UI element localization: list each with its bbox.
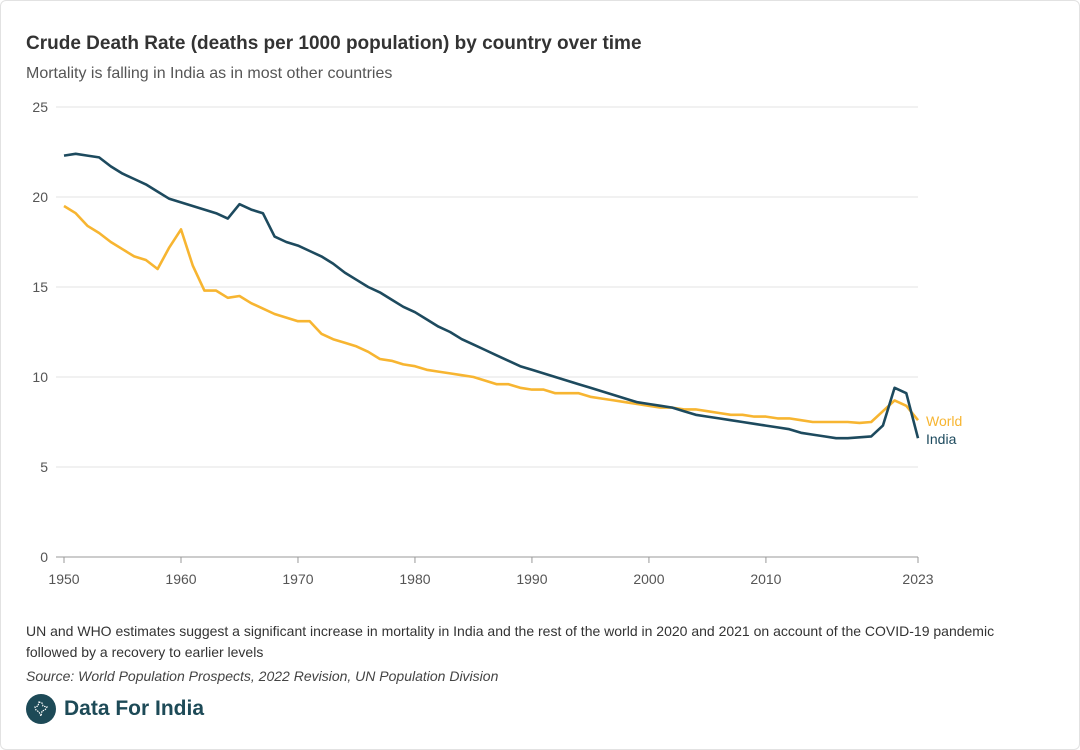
brand-name: Data For India bbox=[64, 697, 205, 720]
series-line-india bbox=[63, 152, 920, 440]
x-tick-label: 1980 bbox=[399, 571, 430, 587]
x-tick-label: 2010 bbox=[750, 571, 781, 587]
y-tick-label: 0 bbox=[40, 549, 48, 565]
y-tick-label: 15 bbox=[32, 279, 48, 295]
y-tick-label: 20 bbox=[32, 189, 48, 205]
chart-subtitle: Mortality is falling in India as in most… bbox=[26, 65, 393, 82]
x-tick-label: 2000 bbox=[633, 571, 664, 587]
chart-note: UN and WHO estimates suggest a significa… bbox=[26, 623, 995, 660]
x-tick-label: 1990 bbox=[516, 571, 547, 587]
chart-title: Crude Death Rate (deaths per 1000 popula… bbox=[26, 33, 642, 54]
y-tick-label: 5 bbox=[40, 459, 48, 475]
line-chart: 0 5 10 15 20 25 1950 1960 1970 1980 1990 2000 2010 20… bbox=[32, 99, 962, 587]
brand[interactable]: Data For India bbox=[26, 694, 204, 724]
chart-source: Source: World Population Prospects, 2022… bbox=[26, 668, 499, 684]
india-map-logo-icon bbox=[26, 694, 56, 724]
x-tick-label: 1950 bbox=[48, 571, 79, 587]
x-tick-label: 2023 bbox=[902, 571, 933, 587]
y-tick-label: 10 bbox=[32, 369, 48, 385]
series-line-world bbox=[63, 204, 920, 425]
legend-label-india: India bbox=[926, 431, 957, 447]
x-tick-label: 1960 bbox=[165, 571, 196, 587]
x-tick-label: 1970 bbox=[282, 571, 313, 587]
legend-label-world: World bbox=[926, 413, 962, 429]
y-tick-label: 25 bbox=[32, 99, 48, 115]
